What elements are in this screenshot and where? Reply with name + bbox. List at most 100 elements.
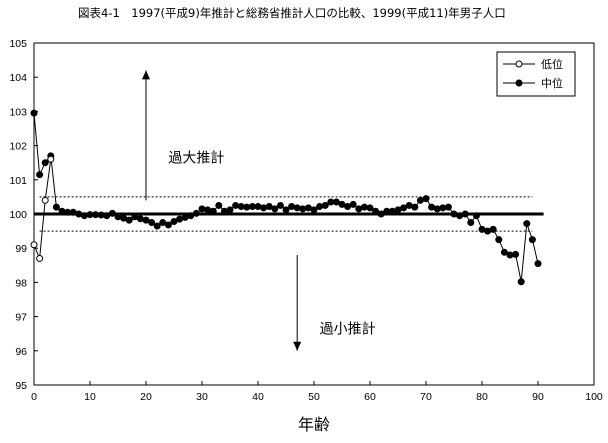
data-point <box>187 212 195 220</box>
data-point <box>388 207 396 215</box>
data-point <box>288 202 296 210</box>
data-point <box>198 205 206 213</box>
data-point <box>75 210 83 218</box>
data-point <box>439 204 447 212</box>
data-point <box>512 250 520 258</box>
y-tick-label: 105 <box>9 38 27 50</box>
data-point <box>321 201 329 209</box>
data-point <box>159 219 167 227</box>
data-point <box>47 155 55 163</box>
legend-marker <box>515 79 523 87</box>
data-point <box>450 210 458 218</box>
data-point <box>97 211 105 219</box>
data-point <box>528 236 536 244</box>
y-tick-label: 95 <box>15 380 27 392</box>
data-point <box>338 200 346 208</box>
data-point <box>332 198 340 206</box>
data-point <box>377 210 385 218</box>
data-point <box>310 206 318 214</box>
x-tick-label: 30 <box>196 391 208 403</box>
series-line <box>33 113 539 282</box>
y-tick-label: 102 <box>9 141 27 153</box>
annotation-label: 過小推計 <box>320 322 376 338</box>
data-point <box>220 207 228 215</box>
x-tick-label: 0 <box>31 391 37 403</box>
data-point <box>276 201 284 209</box>
data-point <box>176 215 184 223</box>
data-point <box>142 216 150 224</box>
data-point <box>428 203 436 211</box>
y-tick-label: 96 <box>15 346 27 358</box>
y-tick-label: 104 <box>9 72 27 84</box>
y-axis: 95 96 97 98 99 100 101 102 103 104 105 <box>9 38 38 392</box>
data-point <box>534 260 542 268</box>
data-point <box>467 219 475 227</box>
data-point <box>271 205 279 213</box>
data-point <box>456 212 464 220</box>
data-point <box>400 204 408 212</box>
data-point <box>517 278 525 286</box>
y-tick-label: 99 <box>15 243 27 255</box>
data-point <box>489 225 497 233</box>
x-axis-label: 年齢 <box>298 415 330 434</box>
x-tick-label: 10 <box>84 391 96 403</box>
y-tick-label: 98 <box>15 277 27 289</box>
data-point <box>282 206 290 214</box>
data-point <box>41 196 49 204</box>
series-layer <box>30 109 542 286</box>
y-tick-label: 101 <box>9 175 27 187</box>
data-point <box>108 209 116 217</box>
data-point <box>41 159 49 167</box>
data-point <box>360 203 368 211</box>
data-point <box>265 202 273 210</box>
y-tick-label: 103 <box>9 106 27 118</box>
data-point <box>92 211 100 219</box>
data-point <box>372 207 380 215</box>
data-point <box>411 203 419 211</box>
data-point <box>344 202 352 210</box>
data-point <box>523 220 531 228</box>
annotation-label: 過大推計 <box>168 151 224 167</box>
x-tick-label: 90 <box>532 391 544 403</box>
data-point <box>131 213 139 221</box>
data-point <box>405 201 413 209</box>
data-point <box>114 213 122 221</box>
data-point <box>237 202 245 210</box>
annotation-arrow-head <box>293 341 302 351</box>
x-tick-label: 40 <box>252 391 264 403</box>
data-point <box>433 205 441 213</box>
legend-label: 低位 <box>541 57 563 71</box>
data-point <box>30 241 38 249</box>
data-point <box>394 206 402 214</box>
data-point <box>366 204 374 212</box>
data-point <box>164 221 172 229</box>
data-point <box>192 209 200 217</box>
data-point <box>422 195 430 203</box>
data-point <box>478 225 486 233</box>
data-point <box>36 171 44 179</box>
x-tick-label: 80 <box>476 391 488 403</box>
data-point <box>495 236 503 244</box>
data-point <box>316 202 324 210</box>
chart-title: 図表4-1 1997(平成9)年推計と総務省推計人口の比較、1999(平成11)… <box>78 6 506 20</box>
data-point <box>226 206 234 214</box>
data-point <box>215 201 223 209</box>
data-point <box>304 204 312 212</box>
y-tick-label: 97 <box>15 312 27 324</box>
data-point <box>58 207 66 215</box>
data-point <box>36 254 44 262</box>
x-tick-label: 70 <box>420 391 432 403</box>
data-point <box>181 213 189 221</box>
data-point <box>103 212 111 220</box>
data-point <box>153 222 161 230</box>
data-point <box>125 216 133 224</box>
legend-label: 中位 <box>541 76 563 90</box>
data-point <box>349 200 357 208</box>
legend-box <box>496 51 576 97</box>
x-axis: 0 10 20 30 40 50 60 70 80 90 100 <box>31 381 603 403</box>
x-tick-label: 100 <box>585 391 603 403</box>
